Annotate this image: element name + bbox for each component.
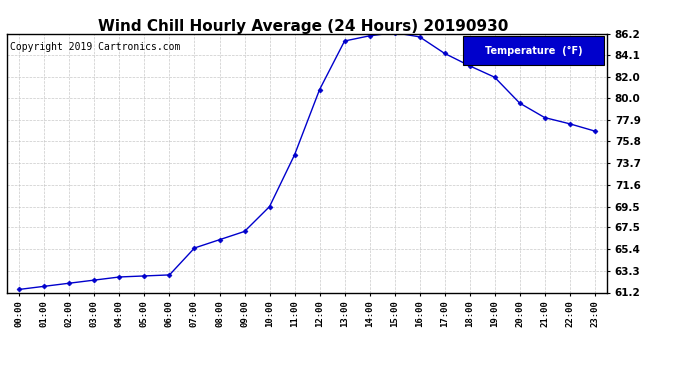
Text: Copyright 2019 Cartronics.com: Copyright 2019 Cartronics.com — [10, 42, 180, 51]
Text: Temperature  (°F): Temperature (°F) — [485, 45, 582, 56]
FancyBboxPatch shape — [463, 36, 604, 65]
Text: Wind Chill Hourly Average (24 Hours) 20190930: Wind Chill Hourly Average (24 Hours) 201… — [99, 19, 509, 34]
